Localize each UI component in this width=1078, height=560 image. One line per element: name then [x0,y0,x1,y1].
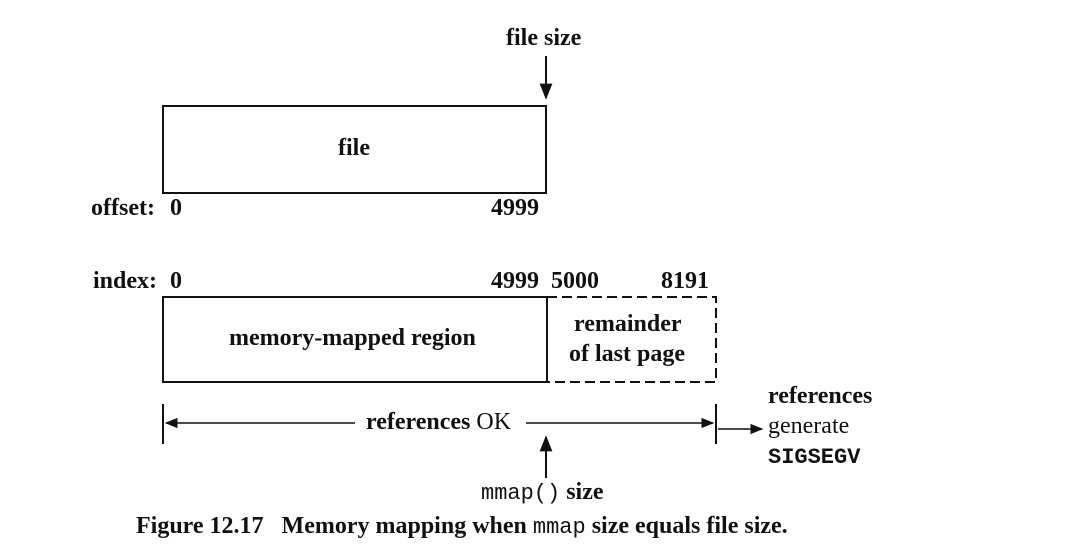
caption-code: mmap [532,515,586,540]
remainder-label-line1: remainder [574,311,682,337]
index-label: index: [93,268,158,294]
caption-number: Figure 12.17 [136,513,264,539]
sigsegv-signal: SIGSEGV [768,445,861,470]
mmap-size-label: mmap() size [481,480,604,505]
sigsegv-label-line1: references [768,383,873,409]
references-ok-label: references OK [366,410,511,434]
file-box [162,105,547,194]
memory-mapped-region-label: memory-mapped region [229,325,476,351]
references-ok-word: references [366,409,471,435]
offset-start: 0 [170,195,182,221]
memory-mapped-region-box [162,296,548,383]
offset-end: 4999 [491,195,539,221]
index-8191: 8191 [661,268,709,294]
mmap-call: mmap() [481,481,561,506]
offset-label: offset: [91,195,155,221]
file-size-label: file size [506,25,582,51]
file-box-label: file [338,135,370,161]
figure-caption: Figure 12.17 Memory mapping when mmap si… [136,514,788,539]
caption-text-before: Memory mapping when [281,513,527,539]
remainder-page-box [547,296,717,383]
references-ok-status: OK [476,409,512,435]
index-start: 0 [170,268,182,294]
index-5000: 5000 [551,268,599,294]
mmap-size-word: size [566,479,604,505]
caption-text-after: size equals file size. [591,513,788,539]
index-4999: 4999 [491,268,539,294]
remainder-label-line2: of last page [569,341,685,367]
sigsegv-label-line2: generate [768,413,850,439]
